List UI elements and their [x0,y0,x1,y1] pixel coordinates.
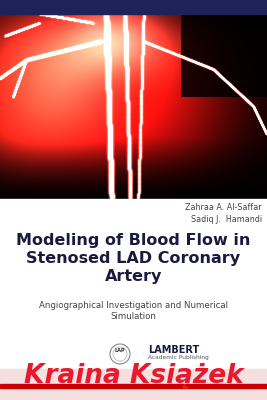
Text: Sadiq J.  Hamandi: Sadiq J. Hamandi [191,215,262,224]
Text: LAP: LAP [115,348,125,353]
Bar [0,384,267,388]
Text: Zahraa A. Al-Saffar: Zahraa A. Al-Saffar [185,203,262,212]
Text: ⁀: ⁀ [117,353,123,359]
Text: Academic Publishing: Academic Publishing [148,356,209,360]
Bar [0,0,267,14]
Bar [0,369,267,400]
Text: Modeling of Blood Flow in
Stenosed LAD Coronary
Artery: Modeling of Blood Flow in Stenosed LAD C… [16,233,251,284]
Text: Angiographical Investigation and Numerical
Simulation: Angiographical Investigation and Numeric… [39,301,228,321]
Text: Kraina Książek: Kraina Książek [24,363,243,389]
Text: LAMBERT: LAMBERT [148,345,199,355]
Bar [0,199,267,369]
